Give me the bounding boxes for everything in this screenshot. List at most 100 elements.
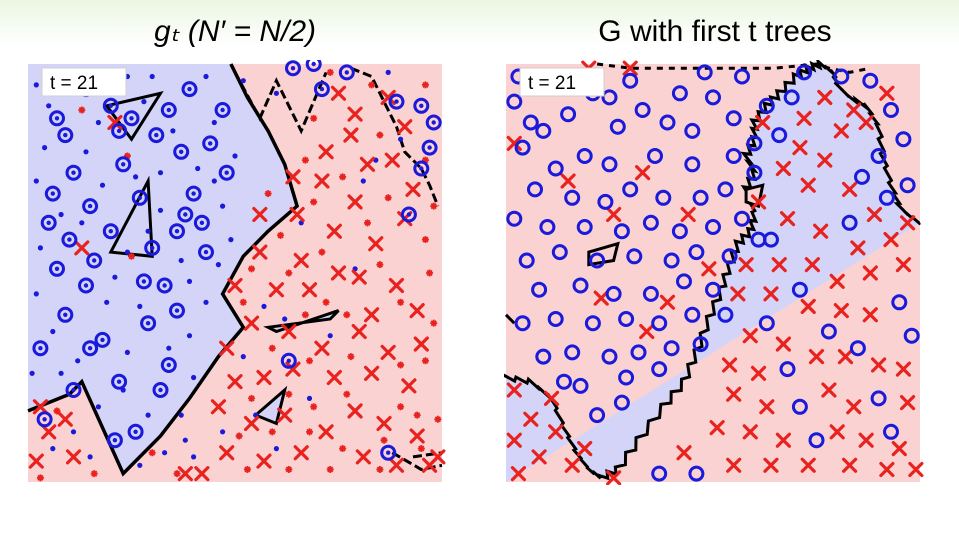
point-pos-92 — [903, 327, 920, 344]
point-pos-oos-59 — [385, 69, 391, 75]
point-pos-oos-34 — [95, 404, 101, 410]
point-pos-48-dot — [419, 166, 424, 171]
point-neg-68 — [680, 206, 696, 223]
point-pos-17-dot — [46, 220, 51, 225]
point-pos-oos-37 — [191, 374, 197, 381]
point-neg-15 — [326, 223, 342, 239]
point-pos-51 — [676, 273, 692, 290]
point-pos-10 — [734, 68, 750, 85]
point-pos-66 — [572, 377, 589, 394]
point-neg-oos-34 — [397, 403, 405, 411]
point-neg-63 — [543, 390, 560, 406]
point-pos-oos-26 — [137, 303, 143, 309]
point-neg-oos-32 — [310, 403, 318, 411]
right-scatter-plot: t = 21 — [504, 60, 924, 485]
point-pos-oos-23 — [215, 262, 221, 268]
point-neg-oos-12 — [363, 219, 371, 227]
point-neg-6 — [359, 156, 376, 172]
point-neg-24 — [301, 282, 318, 298]
point-pos-40 — [551, 244, 568, 261]
point-neg-oos-10 — [264, 190, 272, 198]
point-pos-18 — [601, 156, 618, 173]
point-pos-41-dot — [224, 170, 229, 175]
point-pos-21 — [169, 223, 185, 240]
point-neg-55 — [523, 411, 539, 427]
point-pos-39-dot — [87, 346, 93, 351]
decision-boundary-island — [104, 91, 164, 142]
point-neg-60 — [107, 114, 123, 131]
point-pos-14 — [131, 189, 148, 206]
point-pos-83 — [899, 177, 916, 194]
point-neg-oos-41 — [243, 465, 251, 473]
point-pos-oos-27 — [186, 278, 193, 284]
point-neg-32 — [837, 349, 854, 365]
point-neg-49 — [293, 445, 309, 461]
point-pos-76 — [796, 64, 813, 81]
left-plot-points-layer — [28, 60, 446, 482]
point-pos-53 — [338, 64, 355, 81]
point-pos-oos-12 — [157, 170, 164, 176]
point-neg-32 — [413, 336, 429, 352]
point-pos-23-dot — [141, 279, 147, 284]
point-pos-33 — [160, 357, 177, 373]
point-pos-55 — [400, 206, 417, 223]
point-pos-oos-42 — [191, 454, 197, 460]
point-neg-70 — [659, 294, 676, 310]
point-pos-52-dot — [319, 86, 325, 92]
point-pos-65 — [692, 336, 709, 353]
point-pos-35 — [36, 411, 53, 428]
point-neg-71 — [639, 323, 655, 340]
point-pos-16 — [177, 206, 194, 223]
point-pos-8-dot — [208, 141, 213, 146]
point-pos-17 — [40, 214, 57, 231]
point-pos-36-dot — [133, 429, 138, 434]
point-pos-33 — [576, 219, 593, 235]
point-neg-37 — [326, 369, 342, 386]
point-pos-62 — [601, 348, 618, 365]
point-pos-32-dot — [116, 379, 122, 384]
point-neg-13 — [252, 206, 268, 223]
point-pos-28 — [57, 306, 74, 323]
point-pos-15-dot — [191, 191, 196, 196]
point-pos-4 — [123, 110, 140, 127]
point-neg-54 — [41, 424, 57, 440]
point-pos-42 — [626, 248, 643, 265]
point-neg-49 — [763, 457, 779, 473]
point-pos-58 — [684, 306, 701, 323]
point-pos-oos-22 — [178, 257, 184, 264]
right-plot-annotation: t = 21 — [519, 67, 605, 97]
point-pos-22-dot — [199, 220, 205, 225]
point-pos-36 — [671, 223, 688, 240]
point-neg-61 — [430, 449, 446, 465]
point-pos-72 — [746, 164, 763, 181]
point-pos-oos-0 — [33, 82, 39, 88]
point-pos-oos-8 — [211, 119, 217, 126]
point-neg-48 — [256, 453, 272, 469]
point-pos-28-dot — [63, 312, 68, 317]
decision-boundary-segment — [233, 71, 328, 135]
point-pos-15 — [514, 139, 531, 156]
point-pos-24-dot — [54, 266, 60, 271]
point-pos-74 — [783, 89, 800, 106]
point-pos-50-dot — [311, 61, 316, 67]
point-pos-87 — [841, 214, 858, 231]
point-pos-15 — [185, 185, 202, 202]
point-pos-35-dot — [42, 417, 47, 422]
point-pos-oos-40 — [137, 462, 143, 468]
point-pos-96 — [883, 423, 899, 440]
point-neg-59 — [74, 240, 90, 256]
point-pos-48 — [572, 277, 589, 294]
point-pos-oos-20 — [79, 220, 85, 226]
point-neg-oos-30 — [248, 394, 256, 402]
point-pos-49-dot — [394, 99, 399, 104]
point-neg-2 — [380, 89, 396, 106]
point-pos-77 — [833, 68, 850, 85]
point-pos-4 — [609, 118, 626, 135]
point-pos-11-dot — [71, 170, 76, 175]
point-pos-22 — [746, 135, 763, 152]
left-scatter-plot: t = 21 — [27, 60, 446, 482]
point-pos-2 — [560, 106, 577, 123]
point-pos-13-dot — [87, 203, 93, 209]
point-pos-55-dot — [406, 212, 412, 217]
point-pos-43 — [86, 252, 103, 269]
